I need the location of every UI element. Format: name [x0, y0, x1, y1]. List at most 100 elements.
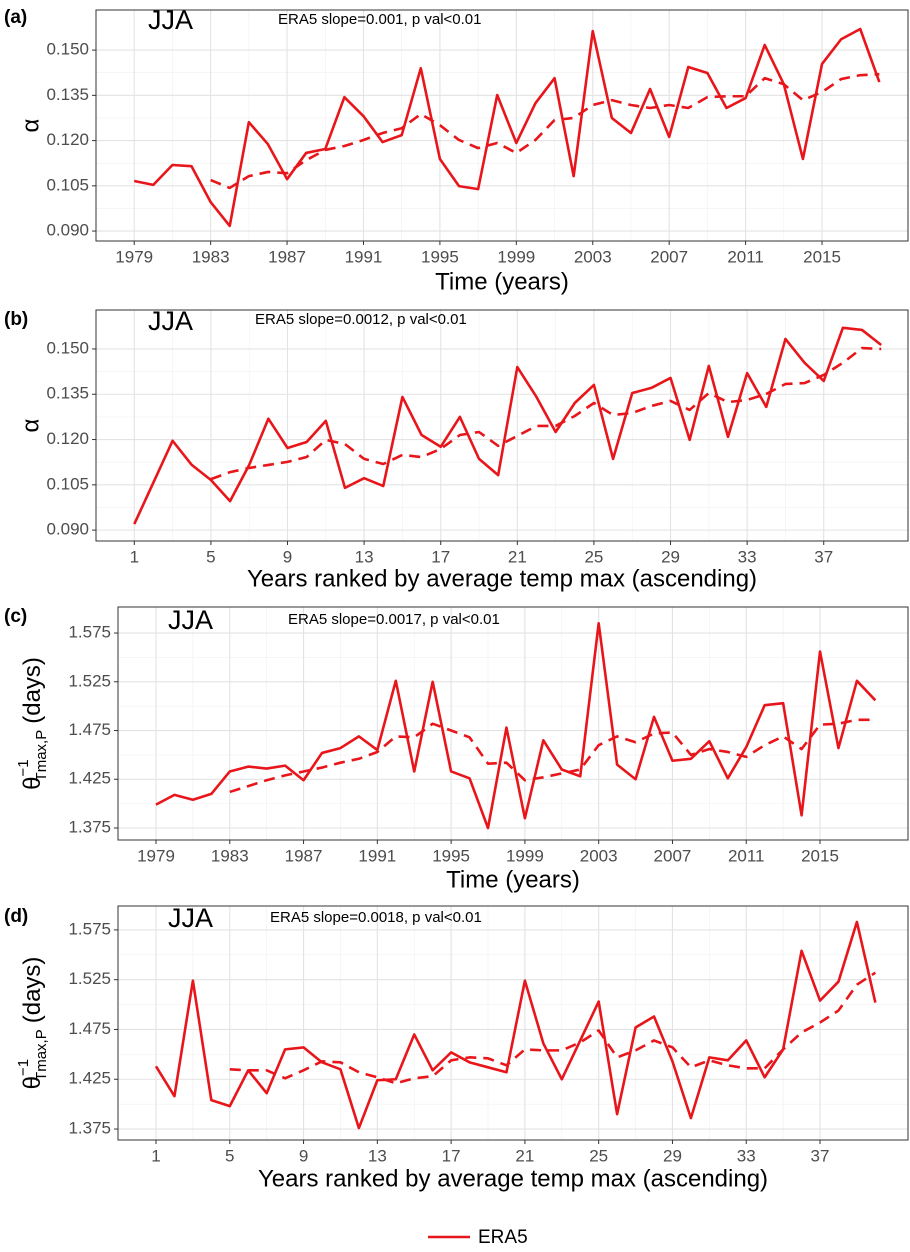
y-tick-label: 0.105 [46, 474, 89, 493]
x-tick-label: 17 [442, 1146, 461, 1165]
season-label: JJA [148, 306, 193, 336]
x-tick-label: 5 [206, 547, 215, 566]
x-tick-label: 21 [508, 547, 527, 566]
plot-frame [117, 905, 909, 1141]
y-title-symbol: θ [19, 777, 46, 790]
dashed-line [229, 718, 876, 794]
x-tick-label: 2011 [728, 846, 765, 865]
x-tick-label: 1979 [115, 247, 153, 266]
plot-background [96, 310, 908, 541]
x-tick-label: 2007 [654, 846, 692, 865]
y-tick-label: 0.105 [46, 175, 89, 194]
dashed-line [210, 346, 882, 481]
x-tick-label: 25 [589, 1146, 608, 1165]
y-axis-title: θ−1Tmax,P (days) [15, 657, 50, 790]
y-title-sub: Tmax,P [33, 1029, 50, 1081]
plot-frame [95, 9, 909, 242]
data-line [155, 621, 877, 830]
y-tick-label: 0.150 [46, 40, 89, 59]
x-tick-label: 2011 [727, 247, 764, 266]
y-title-sup: −1 [15, 759, 32, 776]
x-tick-label: 1983 [211, 846, 249, 865]
season-label: JJA [148, 5, 193, 35]
plot-background [118, 906, 908, 1140]
y-title-sub: Tmax,P [33, 730, 50, 782]
x-tick-label: 1983 [192, 247, 230, 266]
panel-label: (a) [4, 7, 27, 28]
x-tick-label: 1987 [268, 247, 306, 266]
panel-label: (b) [4, 309, 28, 330]
x-tick-label: 25 [584, 547, 603, 566]
annotation: ERA5 slope=0.0018, p val<0.01 [270, 909, 482, 926]
y-tick-label: 1.525 [68, 671, 111, 690]
x-tick-label: 1991 [345, 247, 383, 266]
x-tick-label: 21 [515, 1146, 534, 1165]
x-tick-label: 2003 [574, 247, 612, 266]
y-title-unit: (days) [19, 957, 46, 1024]
x-tick-label: 2015 [803, 247, 841, 266]
y-tick-label: 0.120 [46, 429, 89, 448]
x-tick-label: 37 [814, 547, 833, 566]
plot-background [118, 607, 908, 840]
y-axis-title: θ−1Tmax,P (days) [15, 957, 50, 1090]
y-tick-label: 0.120 [46, 130, 89, 149]
plot-background [96, 10, 908, 241]
y-tick-label: 1.375 [68, 817, 111, 836]
dashed-line [229, 971, 877, 1085]
x-tick-label: 1 [130, 547, 139, 566]
y-title-sup: −1 [15, 1059, 32, 1076]
y-title-symbol: θ [19, 1076, 46, 1089]
data-line [133, 326, 882, 525]
x-tick-label: 1979 [137, 846, 175, 865]
x-tick-label: 13 [368, 1146, 387, 1165]
x-tick-label: 1999 [506, 846, 544, 865]
x-tick-label: 2007 [650, 247, 688, 266]
annotation: ERA5 slope=0.0017, p val<0.01 [288, 611, 500, 628]
plot-frame [95, 309, 909, 542]
x-tick-label: 13 [355, 547, 374, 566]
y-title-unit: (days) [19, 657, 46, 724]
x-tick-label: 29 [661, 547, 680, 566]
y-tick-label: 0.135 [46, 384, 89, 403]
y-tick-label: 1.525 [68, 969, 111, 988]
y-tick-label: 1.575 [68, 919, 111, 938]
panel-label: (d) [4, 906, 28, 927]
y-tick-label: 1.375 [68, 1119, 111, 1138]
data-line [133, 27, 881, 228]
annotation: ERA5 slope=0.0012, p val<0.01 [255, 311, 467, 328]
x-tick-label: 1999 [497, 247, 535, 266]
x-tick-label: 33 [737, 1146, 756, 1165]
x-tick-label: 37 [811, 1146, 830, 1165]
x-tick-label: 1 [151, 1146, 160, 1165]
annotation: ERA5 slope=0.001, p val<0.01 [278, 11, 481, 28]
x-tick-label: 1987 [285, 846, 323, 865]
x-tick-label: 2015 [801, 846, 839, 865]
legend-label: ERA5 [478, 1227, 528, 1248]
x-axis-title: Years ranked by average temp max (ascend… [258, 1165, 768, 1192]
x-tick-label: 17 [431, 547, 450, 566]
panel-label: (c) [4, 606, 27, 627]
x-tick-label: 5 [225, 1146, 234, 1165]
x-tick-label: 2003 [580, 846, 618, 865]
y-tick-label: 1.475 [68, 1019, 111, 1038]
x-tick-label: 33 [738, 547, 757, 566]
y-axis-title: α [17, 118, 44, 132]
y-tick-label: 1.475 [68, 720, 111, 739]
y-axis-title: α [17, 418, 44, 432]
y-tick-label: 0.090 [46, 520, 89, 539]
y-tick-label: 0.150 [46, 338, 89, 357]
x-tick-label: 29 [663, 1146, 682, 1165]
y-tick-label: 0.090 [46, 221, 89, 240]
x-tick-label: 9 [283, 547, 292, 566]
y-tick-label: 0.135 [46, 85, 89, 104]
x-tick-label: 1995 [421, 247, 459, 266]
plot-frame [117, 606, 909, 841]
data-line [154, 920, 877, 1130]
x-tick-label: 9 [299, 1146, 308, 1165]
y-tick-label: 1.575 [68, 623, 111, 642]
season-label: JJA [168, 605, 213, 635]
dashed-line [210, 72, 880, 190]
x-tick-label: 1995 [432, 846, 470, 865]
x-tick-label: 1991 [358, 846, 396, 865]
